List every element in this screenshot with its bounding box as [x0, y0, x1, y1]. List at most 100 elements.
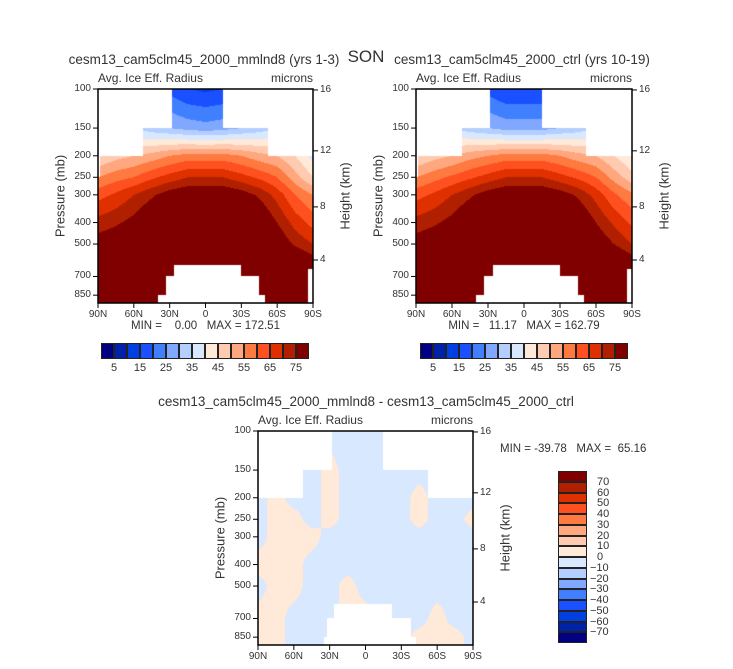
- colorbar-box: [615, 343, 628, 359]
- colorbar-box: [537, 343, 550, 359]
- colorbar-box: [563, 343, 576, 359]
- colorbar-box: [244, 343, 257, 359]
- colorbar-label: 30: [597, 518, 610, 531]
- colorbar-box: [140, 343, 153, 359]
- left-string: Avg. Ice Eff. Radius: [416, 71, 521, 85]
- x-tick-label: 60S: [428, 651, 447, 662]
- y-right-tick-label: 16: [639, 83, 651, 95]
- y-right-tick-label: 4: [480, 595, 486, 607]
- y-tick-label: 100: [234, 425, 251, 436]
- colorbar-label: 35: [504, 362, 518, 374]
- x-tick-label: 0: [521, 309, 527, 320]
- colorbar-box: [485, 343, 498, 359]
- colorbar-label: 15: [452, 362, 466, 374]
- colorbar-box: [192, 343, 205, 359]
- y-right-tick-label: 12: [480, 486, 492, 498]
- colorbar-box: [558, 524, 587, 536]
- colorbar-label: 10: [597, 540, 610, 553]
- right-string: microns: [589, 71, 632, 85]
- y-tick-label: 850: [234, 631, 251, 643]
- y-tick-label: 400: [392, 216, 409, 228]
- colorbar-label: 40: [597, 508, 610, 520]
- y-tick-label: 100: [74, 83, 91, 94]
- colorbar-box: [101, 343, 114, 359]
- y-tick-label: 150: [392, 122, 409, 134]
- colorbar-box: [558, 471, 587, 482]
- x-tick-label: 90N: [88, 309, 108, 320]
- min-max-text: MIN = 11.17 MAX = 162.79: [448, 320, 600, 332]
- colorbar-box: [558, 578, 587, 590]
- y-right-tick-label: 8: [480, 542, 486, 554]
- colorbar-label: 5: [110, 362, 118, 374]
- y-axis-label: Pressure (mb): [212, 496, 228, 580]
- colorbar-label: −50: [590, 604, 609, 617]
- min-max-text: MIN = -39.78 MAX = 65.16: [500, 443, 647, 455]
- x-tick-label: 90S: [623, 309, 641, 320]
- y-right-tick-label: 12: [639, 144, 651, 156]
- colorbar-box: [218, 343, 231, 359]
- y-tick-label: 200: [74, 149, 91, 161]
- colorbar-label: 15: [133, 362, 147, 374]
- y-right-tick-label: 12: [320, 144, 332, 156]
- plot-frame: [257, 430, 474, 646]
- colorbar-label: 50: [597, 497, 610, 510]
- colorbar-label: 20: [597, 529, 610, 542]
- colorbar-box: [127, 343, 140, 359]
- y-right-tick-label: 4: [639, 253, 645, 265]
- plot-title: cesm13_cam5clm45_2000_ctrl (yrs 10-19): [394, 52, 650, 67]
- colorbar-label: 45: [530, 362, 544, 374]
- y-tick-label: 400: [74, 216, 91, 228]
- y-tick-label: 500: [234, 580, 251, 592]
- colorbar-box: [558, 610, 587, 622]
- contour-field: [416, 89, 632, 303]
- colorbar-box: [420, 343, 433, 359]
- colorbar-box: [472, 343, 485, 359]
- colorbar-box: [550, 343, 563, 359]
- colorbar-box: [558, 567, 587, 579]
- colorbar-box: [524, 343, 537, 359]
- colorbar-box: [558, 492, 587, 504]
- colorbar-box: [283, 343, 296, 359]
- colorbar-box: [270, 343, 283, 359]
- colorbar-label: 55: [556, 362, 570, 374]
- colorbar-box: [114, 343, 127, 359]
- colorbar-box: [446, 343, 459, 359]
- colorbar-label: −40: [590, 594, 609, 606]
- right-string: microns: [270, 71, 313, 85]
- x-tick-label: 0: [362, 651, 369, 662]
- colorbar-box: [602, 343, 615, 359]
- x-tick-label: 30N: [320, 651, 339, 662]
- colorbar-label: 0: [597, 551, 604, 563]
- colorbar-label: −20: [590, 572, 609, 585]
- y-tick-label: 100: [392, 83, 409, 94]
- min-max-text: MIN = 0.00 MAX = 172.51: [131, 320, 280, 332]
- colorbar-label: 45: [211, 362, 225, 374]
- x-tick-label: 30N: [160, 309, 179, 320]
- y-tick-label: 850: [392, 289, 409, 301]
- y-tick-label: 500: [74, 238, 91, 250]
- x-tick-label: 60S: [268, 309, 287, 320]
- y-tick-label: 300: [234, 530, 251, 542]
- contour-field: [98, 89, 313, 303]
- x-tick-label: 90N: [248, 651, 268, 662]
- colorbar-box: [558, 481, 587, 493]
- x-tick-label: 60N: [442, 309, 462, 320]
- colorbar-box: [296, 343, 309, 359]
- x-tick-label: 90N: [406, 309, 426, 320]
- colorbar-box: [589, 343, 602, 359]
- y-tick-label: 150: [74, 122, 91, 134]
- colorbar-label: 60: [597, 486, 610, 499]
- y-tick-label: 250: [234, 513, 251, 525]
- contour-field: [258, 431, 473, 645]
- colorbar-box: [558, 503, 587, 514]
- left-string: Avg. Ice Eff. Radius: [98, 71, 203, 85]
- y-tick-label: 700: [74, 270, 91, 282]
- colorbar-label: 65: [582, 362, 596, 374]
- y-tick-label: 300: [74, 188, 91, 200]
- colorbar-box: [558, 632, 587, 643]
- y-tick-label: 250: [392, 171, 409, 183]
- y-right-tick-label: 16: [320, 83, 332, 95]
- y-tick-label: 200: [392, 149, 409, 161]
